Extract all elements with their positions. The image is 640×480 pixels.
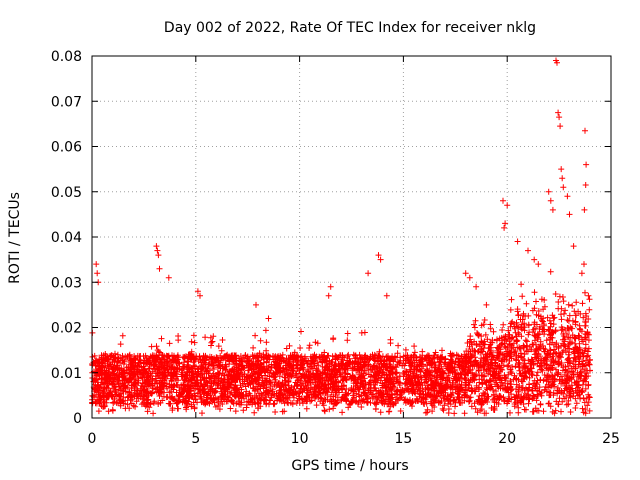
y-tick-label: 0.01: [51, 366, 82, 382]
x-axis-label: GPS time / hours: [291, 458, 408, 474]
data-points: [89, 57, 593, 417]
y-axis-label: ROTI / TECUs: [7, 192, 23, 284]
chart-title: Day 002 of 2022, Rate Of TEC Index for r…: [164, 20, 536, 36]
x-tick-label: 25: [602, 431, 620, 447]
y-axis-ticks: 0 0.01 0.02 0.03 0.04 0.05 0.06 0.07 0.08: [51, 49, 611, 427]
roti-series-markers: [89, 57, 593, 417]
x-tick-label: 0: [88, 431, 97, 447]
y-tick-label: 0.02: [51, 321, 82, 337]
y-tick-label: 0.08: [51, 49, 82, 65]
y-tick-label: 0.06: [51, 140, 82, 156]
x-tick-label: 5: [191, 431, 200, 447]
y-tick-label: 0.07: [51, 94, 82, 110]
y-tick-label: 0.05: [51, 185, 82, 201]
x-tick-label: 15: [394, 431, 412, 447]
y-tick-label: 0.03: [51, 275, 82, 291]
y-tick-label: 0: [73, 411, 82, 427]
x-tick-label: 20: [498, 431, 516, 447]
x-axis-ticks: 0 5 10 15 20 25: [88, 56, 620, 447]
x-tick-label: 10: [291, 431, 309, 447]
y-tick-label: 0.04: [51, 230, 82, 246]
